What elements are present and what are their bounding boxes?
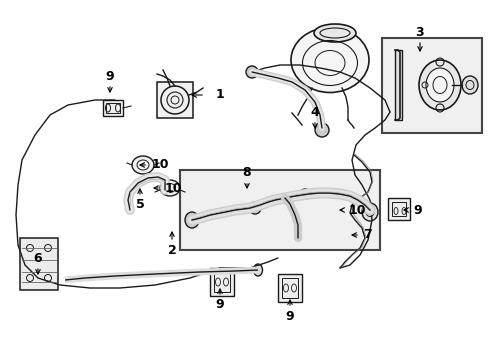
Text: 2: 2 (167, 243, 176, 256)
Bar (278, 274, 302, 302)
Text: 4: 4 (310, 105, 319, 118)
Text: 10: 10 (164, 181, 182, 194)
Bar (20, 238, 58, 290)
Ellipse shape (361, 203, 377, 221)
Ellipse shape (461, 76, 477, 94)
Bar (103, 100, 123, 116)
Text: 9: 9 (413, 203, 422, 216)
Text: 3: 3 (415, 26, 424, 39)
Ellipse shape (253, 264, 262, 276)
Ellipse shape (245, 66, 258, 78)
Ellipse shape (161, 86, 189, 114)
Text: 9: 9 (215, 298, 224, 311)
Text: 8: 8 (242, 166, 251, 180)
Bar (381, 38, 481, 133)
Text: 10: 10 (151, 158, 168, 171)
Bar (180, 170, 379, 250)
Ellipse shape (184, 212, 199, 228)
Polygon shape (394, 50, 401, 120)
Text: 5: 5 (135, 198, 144, 211)
Bar (157, 82, 193, 118)
Text: 6: 6 (34, 252, 42, 265)
Ellipse shape (160, 180, 180, 196)
Text: 10: 10 (347, 203, 365, 216)
Bar (391, 202, 405, 216)
Ellipse shape (314, 123, 328, 137)
Text: 9: 9 (285, 310, 294, 323)
Bar (214, 272, 229, 292)
Text: 1: 1 (215, 89, 224, 102)
Ellipse shape (313, 24, 355, 42)
Text: 7: 7 (363, 229, 372, 242)
Bar (106, 103, 120, 113)
Ellipse shape (132, 156, 154, 174)
Ellipse shape (418, 60, 460, 110)
Bar (282, 278, 297, 298)
Ellipse shape (248, 202, 261, 214)
Ellipse shape (299, 189, 309, 199)
Ellipse shape (290, 27, 368, 93)
Ellipse shape (425, 68, 453, 102)
Bar (209, 268, 234, 296)
Text: 9: 9 (105, 69, 114, 82)
Bar (387, 198, 409, 220)
